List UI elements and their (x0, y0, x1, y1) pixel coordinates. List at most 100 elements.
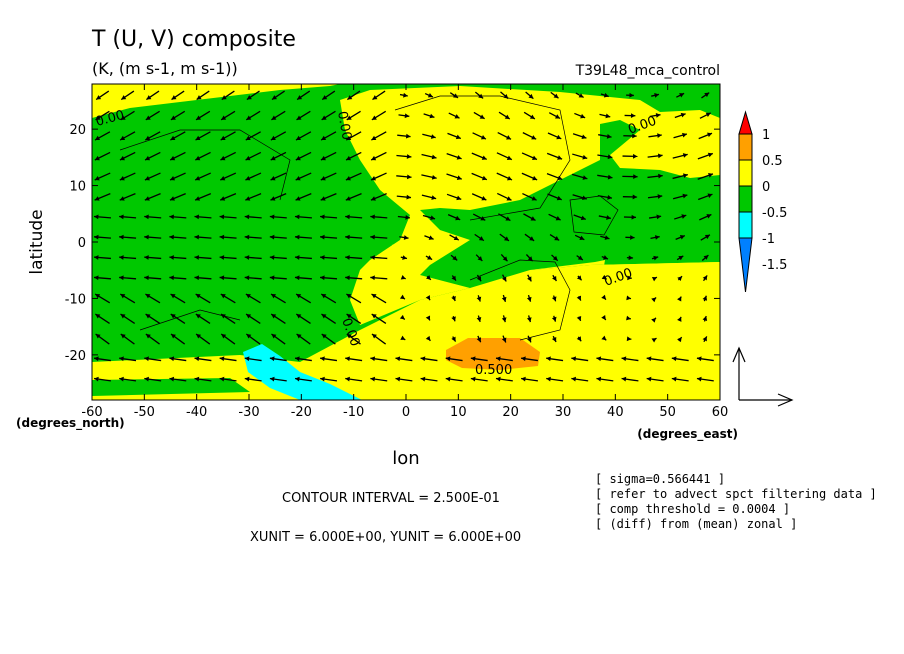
wind-arrow (320, 131, 337, 141)
wind-arrow (396, 194, 412, 200)
wind-arrow (448, 112, 460, 119)
wind-arrow (521, 172, 538, 181)
wind-arrow (320, 356, 338, 362)
wind-arrow (422, 133, 436, 139)
wind-arrow (95, 333, 110, 345)
wind-arrow (120, 333, 135, 345)
wind-arrow (320, 234, 338, 240)
x-axis-title: lon (392, 448, 419, 469)
wind-arrow (296, 333, 311, 345)
wind-arrow (446, 173, 462, 180)
wind-arrow (119, 293, 136, 304)
wind-arrow (145, 110, 160, 121)
wind-arrow (677, 336, 683, 343)
wind-arrow (646, 356, 664, 362)
wind-arrow (219, 255, 237, 260)
y-tick-label: 0 (78, 236, 86, 251)
wind-arrow (93, 255, 111, 260)
wind-arrow (576, 315, 582, 322)
wind-arrow (370, 376, 388, 382)
wind-arrow (119, 376, 137, 382)
colorbar-label: -1.5 (762, 258, 787, 273)
wind-arrow (196, 90, 210, 101)
contour-label: 0.00 (94, 108, 126, 130)
wind-arrow (270, 151, 287, 161)
wind-arrow (194, 214, 212, 220)
wind-arrow (294, 214, 312, 220)
wind-arrow (648, 133, 662, 138)
wind-arrow (677, 296, 682, 302)
wind-arrow (576, 275, 583, 281)
y-tick-label: -20 (65, 349, 86, 364)
wind-arrow (399, 314, 406, 320)
wind-arrow (498, 111, 511, 120)
wind-arrow (320, 376, 338, 382)
wind-arrow (476, 274, 482, 282)
wind-arrow (527, 274, 532, 282)
plot-area: -60 -50 -40 -30 -20 -10 0 10 20 30 40 50 60 -20 -10 0 1… (65, 83, 728, 420)
wind-arrow (697, 173, 714, 180)
wind-arrow (144, 131, 161, 141)
wind-arrow (696, 376, 714, 382)
wind-arrow (245, 333, 261, 345)
wind-arrow (572, 133, 587, 140)
wind-arrow (320, 275, 338, 281)
x-tick-label: 40 (607, 405, 624, 420)
wind-arrow (294, 275, 312, 281)
unit-vector-text: XUNIT = 6.000E+00, YUNIT = 6.000E+00 (250, 530, 521, 545)
wind-arrow (93, 356, 111, 362)
wind-arrow (399, 294, 406, 300)
wind-arrow (371, 131, 387, 141)
wind-arrow (370, 275, 388, 281)
wind-arrow (470, 376, 488, 382)
wind-arrow (345, 193, 362, 201)
wind-arrow (169, 356, 187, 362)
note-line: [ comp threshold = 0.0004 ] (595, 502, 790, 516)
wind-arrow (447, 214, 461, 221)
wind-arrow (95, 110, 110, 121)
wind-arrow (321, 333, 336, 345)
wind-arrow (220, 313, 236, 324)
wind-arrow (194, 275, 212, 281)
wind-arrow (346, 293, 362, 304)
wind-arrow (576, 295, 582, 301)
wind-arrow (600, 235, 610, 240)
wind-arrow (170, 293, 186, 304)
wind-arrow (119, 255, 137, 260)
wind-arrow (195, 333, 211, 345)
wind-arrow (524, 233, 535, 242)
wind-arrow (144, 172, 161, 181)
wind-arrow (270, 293, 286, 304)
wind-arrow (169, 255, 187, 260)
wind-arrow (596, 376, 614, 382)
wind-arrow (144, 234, 162, 240)
wind-arrow (576, 255, 584, 261)
wind-arrow (93, 234, 111, 240)
wind-arrow (370, 356, 388, 362)
note-line: [ refer to advect spct filtering data ] (595, 487, 877, 501)
wind-arrow (244, 356, 262, 362)
colorbar-segment (738, 133, 753, 161)
wind-arrow (501, 294, 507, 303)
wind-arrow (345, 376, 363, 382)
wind-arrow (169, 172, 186, 181)
region-yellow-small (392, 238, 428, 260)
wind-arrow (144, 193, 161, 201)
wind-arrow (626, 92, 634, 98)
wind-arrow (400, 255, 408, 260)
wind-arrow (144, 376, 162, 382)
wind-arrow (269, 275, 287, 281)
wind-arrow (626, 255, 634, 261)
wind-arrow (575, 92, 584, 99)
wind-arrow (371, 333, 387, 345)
wind-arrow (194, 193, 212, 201)
x-tick-label: 10 (450, 405, 467, 420)
wind-arrow (698, 193, 713, 201)
wind-arrow (525, 91, 534, 100)
wind-arrow (422, 214, 436, 220)
wind-arrow (451, 315, 456, 322)
wind-arrow (169, 376, 187, 382)
wind-arrow (395, 356, 413, 362)
colorbar-label: -0.5 (762, 206, 787, 221)
wind-arrow (472, 213, 486, 221)
